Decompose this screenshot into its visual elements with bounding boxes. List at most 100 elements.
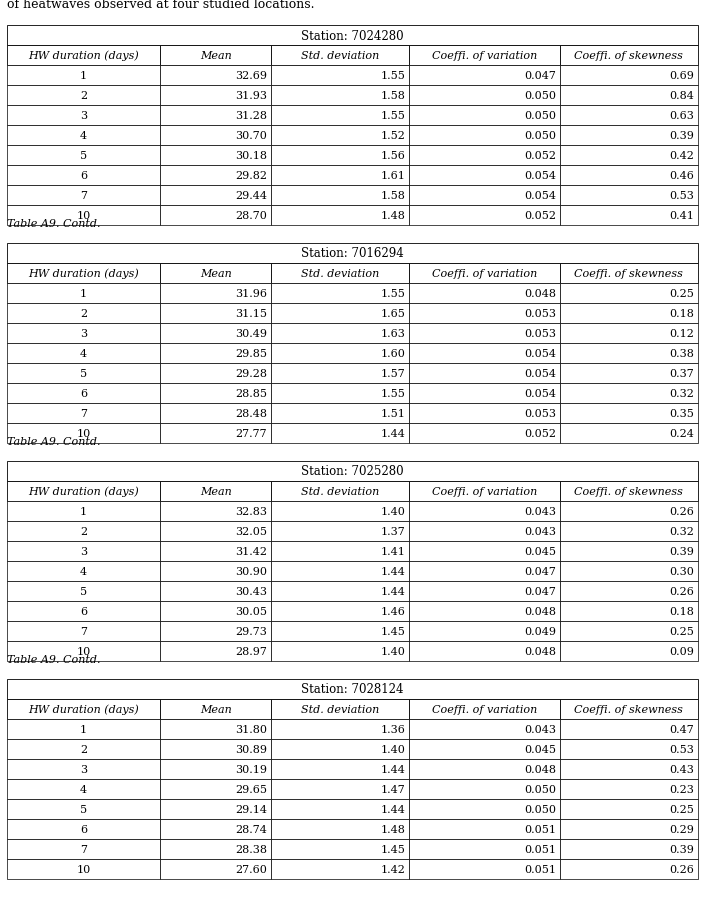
Text: 1.60: 1.60 [380, 349, 405, 359]
Text: HW duration (days): HW duration (days) [28, 269, 139, 279]
Text: 30.05: 30.05 [235, 607, 267, 617]
Text: 31.28: 31.28 [235, 111, 267, 121]
Text: 1.44: 1.44 [380, 804, 405, 814]
Text: HW duration (days): HW duration (days) [28, 51, 139, 61]
Bar [271, 521, 409, 541]
Text: 1.57: 1.57 [381, 369, 405, 379]
Text: 1.41: 1.41 [380, 547, 405, 557]
Bar [271, 186, 409, 206]
Text: 0.32: 0.32 [669, 389, 694, 398]
Bar [560, 779, 698, 799]
Bar [271, 46, 409, 66]
Text: 0.09: 0.09 [669, 646, 694, 656]
Bar [7, 66, 161, 86]
Text: 1: 1 [80, 71, 87, 81]
Bar [161, 343, 271, 363]
Bar [560, 126, 698, 146]
Bar [409, 66, 560, 86]
Text: Station: 7025280: Station: 7025280 [301, 465, 404, 478]
Bar [271, 263, 409, 283]
Text: 0.46: 0.46 [669, 171, 694, 180]
Bar [409, 799, 560, 819]
Text: 4: 4 [80, 784, 87, 794]
Text: 0.43: 0.43 [669, 764, 694, 774]
Text: Mean: Mean [200, 704, 231, 714]
Bar [560, 719, 698, 739]
Bar [7, 424, 161, 444]
Bar [560, 759, 698, 779]
Bar [409, 363, 560, 384]
Text: 5: 5 [80, 587, 87, 597]
Text: 2: 2 [80, 527, 87, 537]
Text: 1.48: 1.48 [380, 210, 405, 220]
Text: 0.53: 0.53 [669, 744, 694, 754]
Text: 0.050: 0.050 [524, 131, 556, 141]
Text: 10: 10 [77, 864, 91, 874]
Text: Coeffi. of variation: Coeffi. of variation [432, 51, 537, 61]
Bar [161, 363, 271, 384]
Text: Station: 7028124: Station: 7028124 [301, 682, 404, 696]
Bar [161, 541, 271, 561]
Bar [271, 581, 409, 601]
Bar [271, 799, 409, 819]
Bar [161, 561, 271, 581]
Bar [409, 343, 560, 363]
Text: 28.97: 28.97 [235, 646, 267, 656]
Text: 0.045: 0.045 [524, 744, 556, 754]
Bar [7, 384, 161, 404]
Text: 30.89: 30.89 [235, 744, 267, 754]
Bar [409, 424, 560, 444]
Bar [161, 66, 271, 86]
Bar [271, 839, 409, 859]
Text: Coeffi. of skewness: Coeffi. of skewness [575, 51, 683, 61]
Bar [7, 283, 161, 303]
Bar [409, 601, 560, 621]
Bar [161, 501, 271, 521]
Text: 1.40: 1.40 [380, 744, 405, 754]
Bar [560, 799, 698, 819]
Bar [271, 206, 409, 226]
Bar [161, 759, 271, 779]
Text: 0.41: 0.41 [669, 210, 694, 220]
Text: 0.050: 0.050 [524, 804, 556, 814]
Bar [271, 819, 409, 839]
Bar [7, 244, 698, 263]
Bar [409, 46, 560, 66]
Text: 31.15: 31.15 [235, 309, 267, 319]
Bar [7, 263, 161, 283]
Bar [409, 303, 560, 323]
Text: 7: 7 [80, 408, 87, 418]
Bar [271, 66, 409, 86]
Bar [161, 424, 271, 444]
Bar [409, 641, 560, 661]
Text: 0.045: 0.045 [524, 547, 556, 557]
Bar [7, 86, 161, 106]
Text: 1.51: 1.51 [380, 408, 405, 418]
Text: 1.63: 1.63 [380, 329, 405, 339]
Text: 1.44: 1.44 [380, 587, 405, 597]
Bar [409, 581, 560, 601]
Bar [409, 739, 560, 759]
Text: 7: 7 [80, 627, 87, 636]
Text: 0.18: 0.18 [669, 607, 694, 617]
Bar [560, 404, 698, 424]
Text: Coeffi. of skewness: Coeffi. of skewness [575, 486, 683, 496]
Text: 0.043: 0.043 [524, 724, 556, 734]
Text: 32.05: 32.05 [235, 527, 267, 537]
Bar [161, 404, 271, 424]
Bar [161, 799, 271, 819]
Text: 0.23: 0.23 [669, 784, 694, 794]
Text: 0.24: 0.24 [669, 428, 694, 438]
Text: 31.96: 31.96 [235, 289, 267, 299]
Bar [409, 384, 560, 404]
Text: 1.52: 1.52 [380, 131, 405, 141]
Bar [271, 146, 409, 166]
Bar [7, 799, 161, 819]
Text: 0.054: 0.054 [524, 349, 556, 359]
Text: 29.73: 29.73 [235, 627, 267, 636]
Text: of heatwaves observed at four studied locations.: of heatwaves observed at four studied lo… [7, 0, 314, 11]
Text: 4: 4 [80, 349, 87, 359]
Bar [409, 323, 560, 343]
Bar [161, 106, 271, 126]
Bar [271, 501, 409, 521]
